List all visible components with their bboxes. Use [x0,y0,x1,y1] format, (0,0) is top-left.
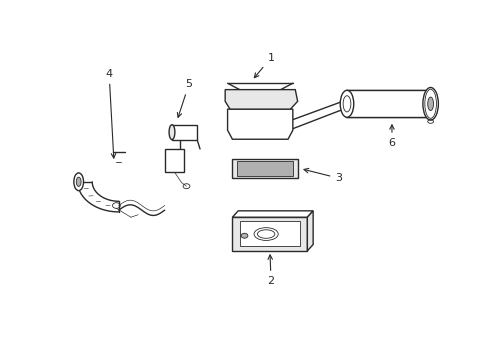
Text: 4: 4 [105,69,116,158]
Polygon shape [224,90,297,109]
Ellipse shape [74,173,83,191]
Ellipse shape [169,125,175,140]
Polygon shape [232,211,312,217]
Ellipse shape [422,87,437,120]
Ellipse shape [241,233,247,238]
Bar [232,159,297,178]
Ellipse shape [254,228,278,240]
Text: 3: 3 [304,168,342,183]
Bar [172,125,197,140]
Text: 2: 2 [267,255,274,286]
Polygon shape [227,109,292,139]
Bar [237,161,292,176]
Text: 6: 6 [387,125,395,148]
Ellipse shape [76,177,81,186]
Bar [239,221,300,246]
Text: 1: 1 [254,53,274,78]
Polygon shape [346,90,432,117]
Ellipse shape [427,97,433,111]
Ellipse shape [340,90,353,117]
Bar [232,217,307,251]
Bar [164,149,183,172]
Polygon shape [307,211,312,251]
Text: 5: 5 [177,79,192,117]
